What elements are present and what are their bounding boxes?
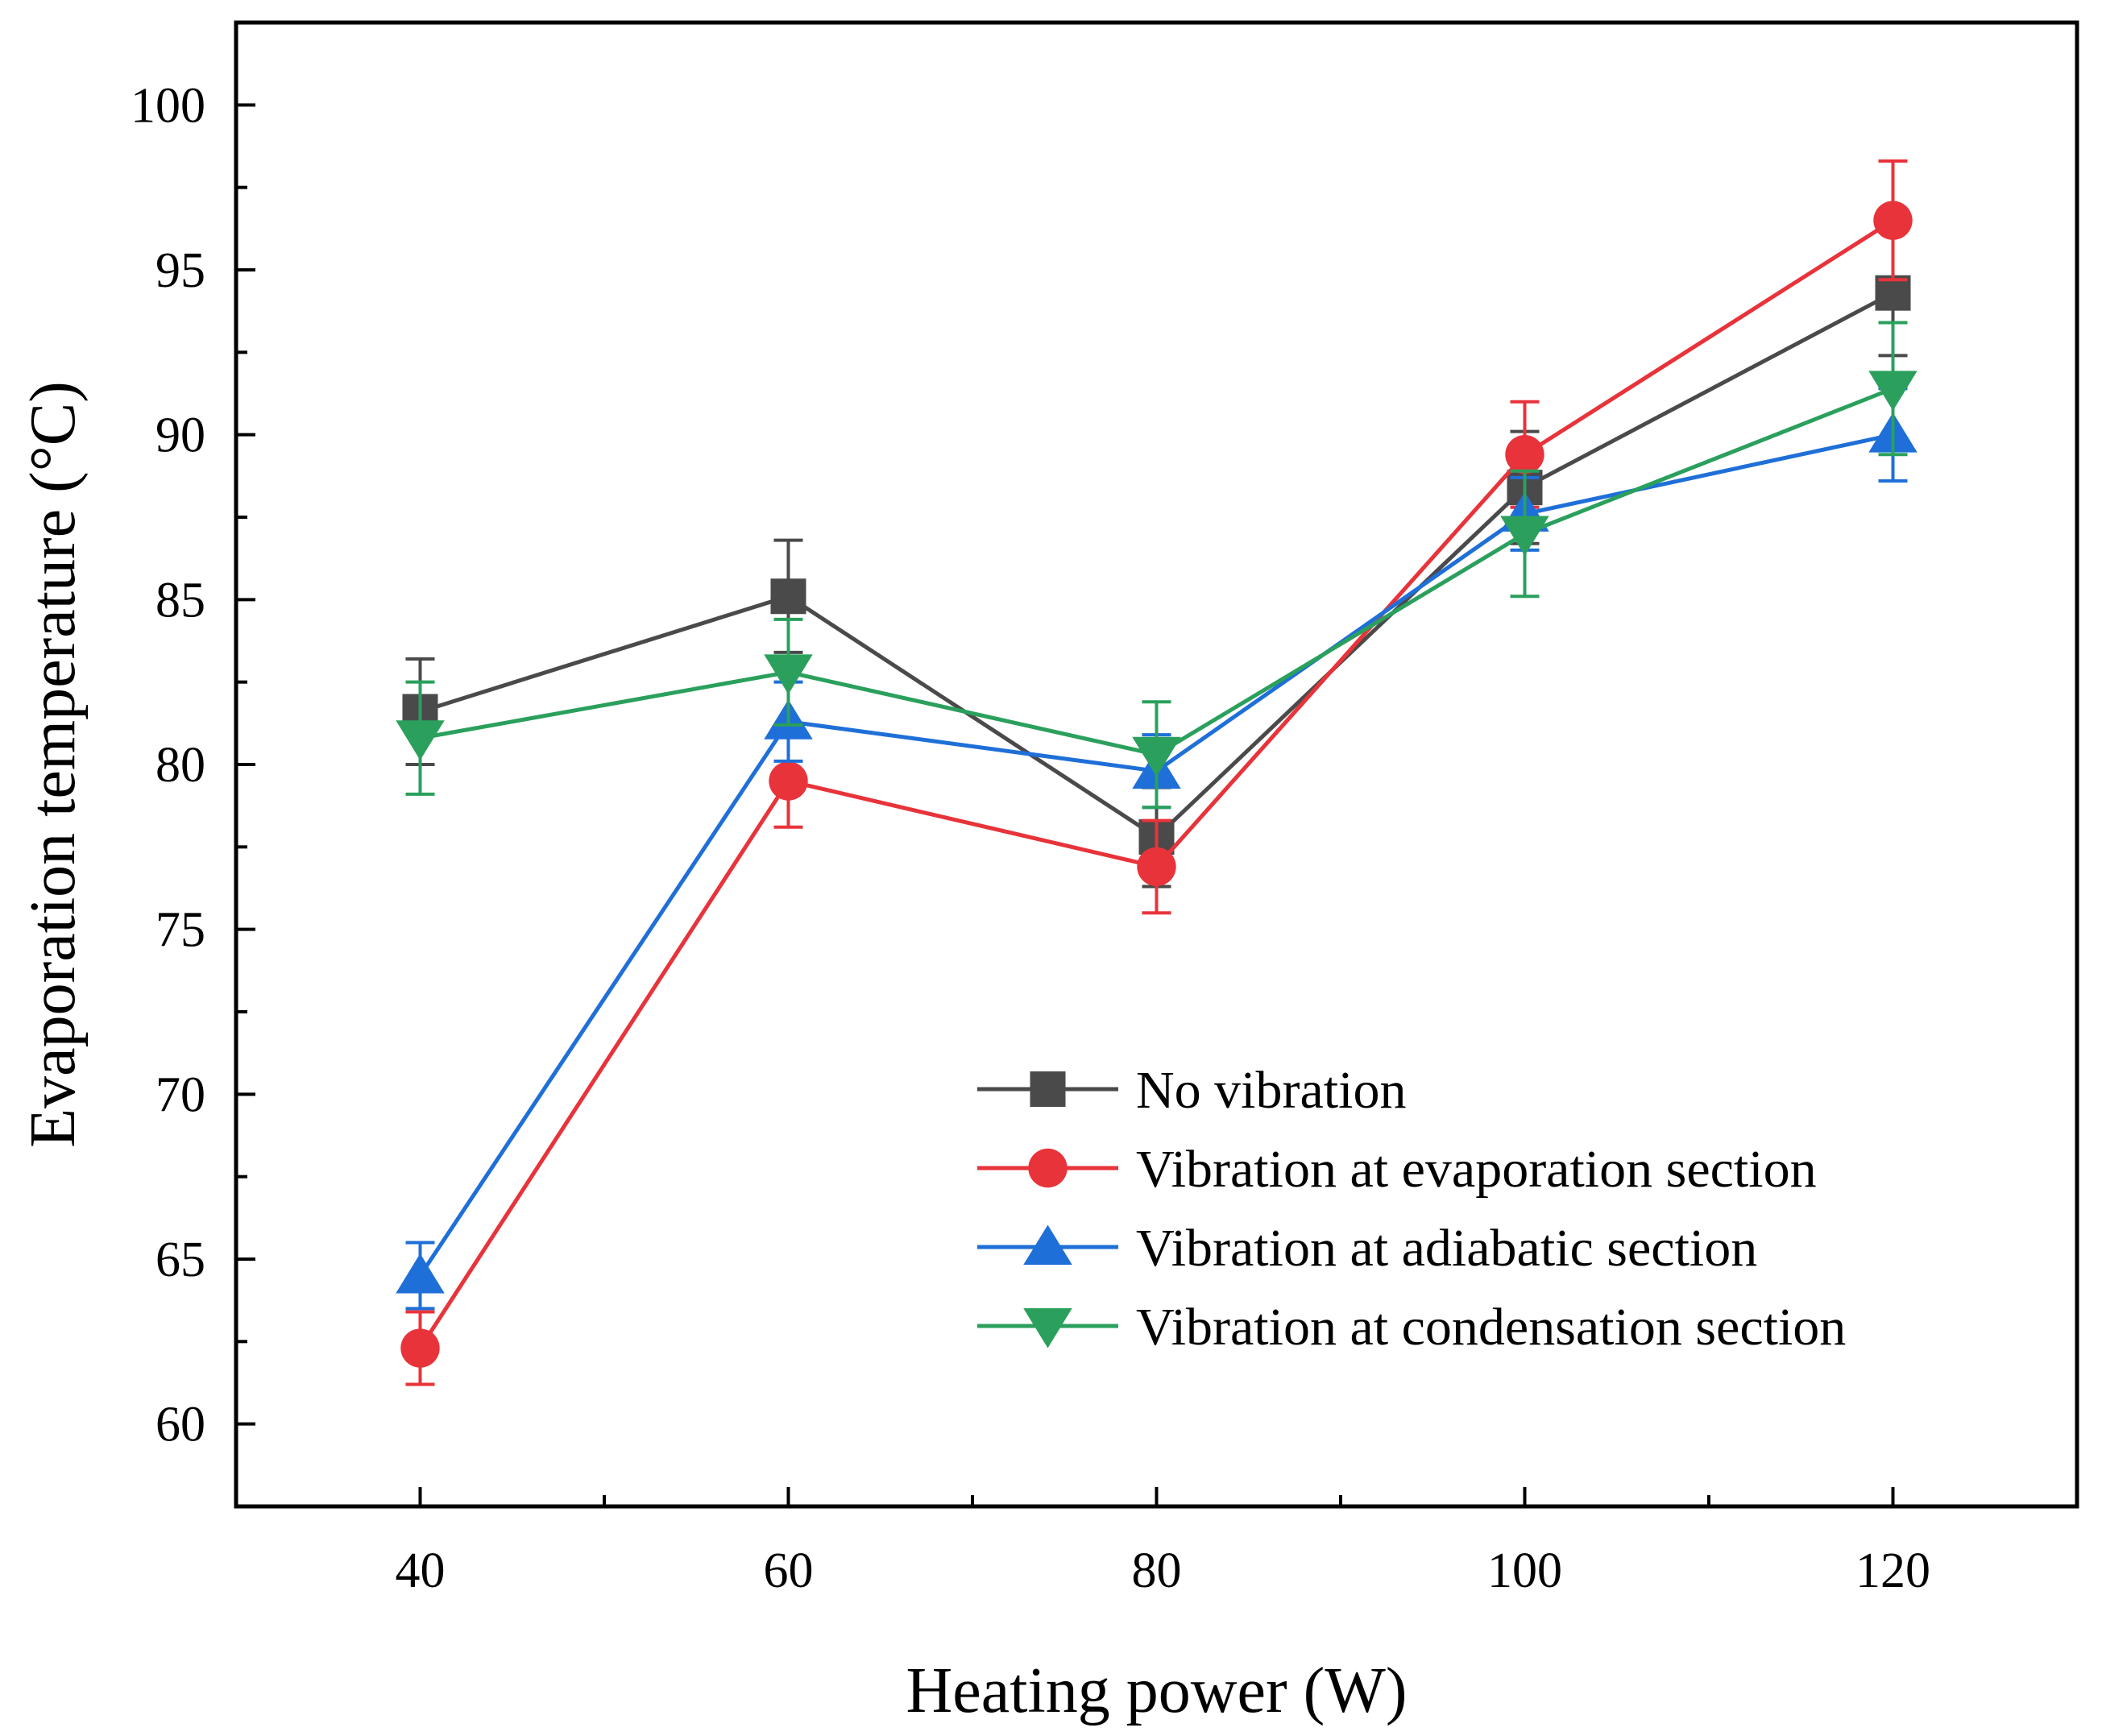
data-point: [1873, 201, 1913, 240]
legend-label: Vibration at condensation section: [1136, 1298, 1846, 1357]
plot-frame: [234, 20, 2079, 1509]
series-2: [400, 159, 1913, 1386]
legend-marker: [1030, 1071, 1066, 1107]
legend-marker: [1023, 1308, 1072, 1349]
x-tick-label: 80: [1132, 1543, 1182, 1598]
series-layer: [396, 159, 1918, 1386]
data-point: [770, 578, 806, 615]
data-point: [1137, 847, 1176, 887]
data-point: [769, 761, 808, 801]
tick-labels: 40 60 80 100 120 60 65 70 75 80 85 90 95 100: [131, 78, 1930, 1598]
legend-item: Vibration at condensation section: [977, 1298, 1846, 1357]
y-axis-title: Evaporation temperature (°C): [18, 381, 89, 1148]
y-tick-label: 90: [155, 408, 205, 463]
legend-item: No vibration: [977, 1061, 1406, 1120]
y-tick-label: 85: [155, 573, 205, 628]
y-tick-label: 75: [155, 903, 205, 958]
data-point: [396, 1253, 445, 1294]
data-point: [1868, 371, 1918, 411]
axis-ticks: [236, 103, 1895, 1506]
x-axis-title: Heating power (W): [906, 1655, 1408, 1726]
x-tick-label: 120: [1855, 1543, 1930, 1598]
data-point: [400, 1328, 440, 1368]
legend-marker: [1028, 1148, 1068, 1188]
legend-label: Vibration at evaporation section: [1136, 1140, 1817, 1199]
series-4: [396, 321, 1918, 810]
legend: No vibration Vibration at evaporation sec…: [977, 1061, 1846, 1357]
data-point: [1132, 736, 1181, 777]
data-point: [1505, 435, 1544, 474]
y-tick-label: 65: [155, 1233, 205, 1287]
y-tick-label: 60: [155, 1398, 205, 1452]
y-tick-label: 100: [131, 78, 205, 133]
series-line: [420, 387, 1894, 757]
legend-item: Vibration at evaporation section: [977, 1140, 1817, 1199]
legend-item: Vibration at adiabatic section: [977, 1219, 1757, 1278]
x-tick-label: 60: [764, 1543, 814, 1598]
y-tick-label: 95: [155, 243, 205, 298]
legend-label: No vibration: [1136, 1061, 1406, 1120]
data-point: [764, 654, 813, 694]
legend-label: Vibration at adiabatic section: [1136, 1219, 1757, 1278]
x-tick-label: 100: [1487, 1543, 1562, 1598]
legend-marker: [1023, 1224, 1072, 1265]
data-point: [1500, 516, 1549, 556]
x-tick-label: 40: [396, 1543, 446, 1598]
y-tick-label: 80: [155, 738, 205, 793]
y-tick-label: 70: [155, 1067, 205, 1122]
data-point: [396, 720, 445, 760]
